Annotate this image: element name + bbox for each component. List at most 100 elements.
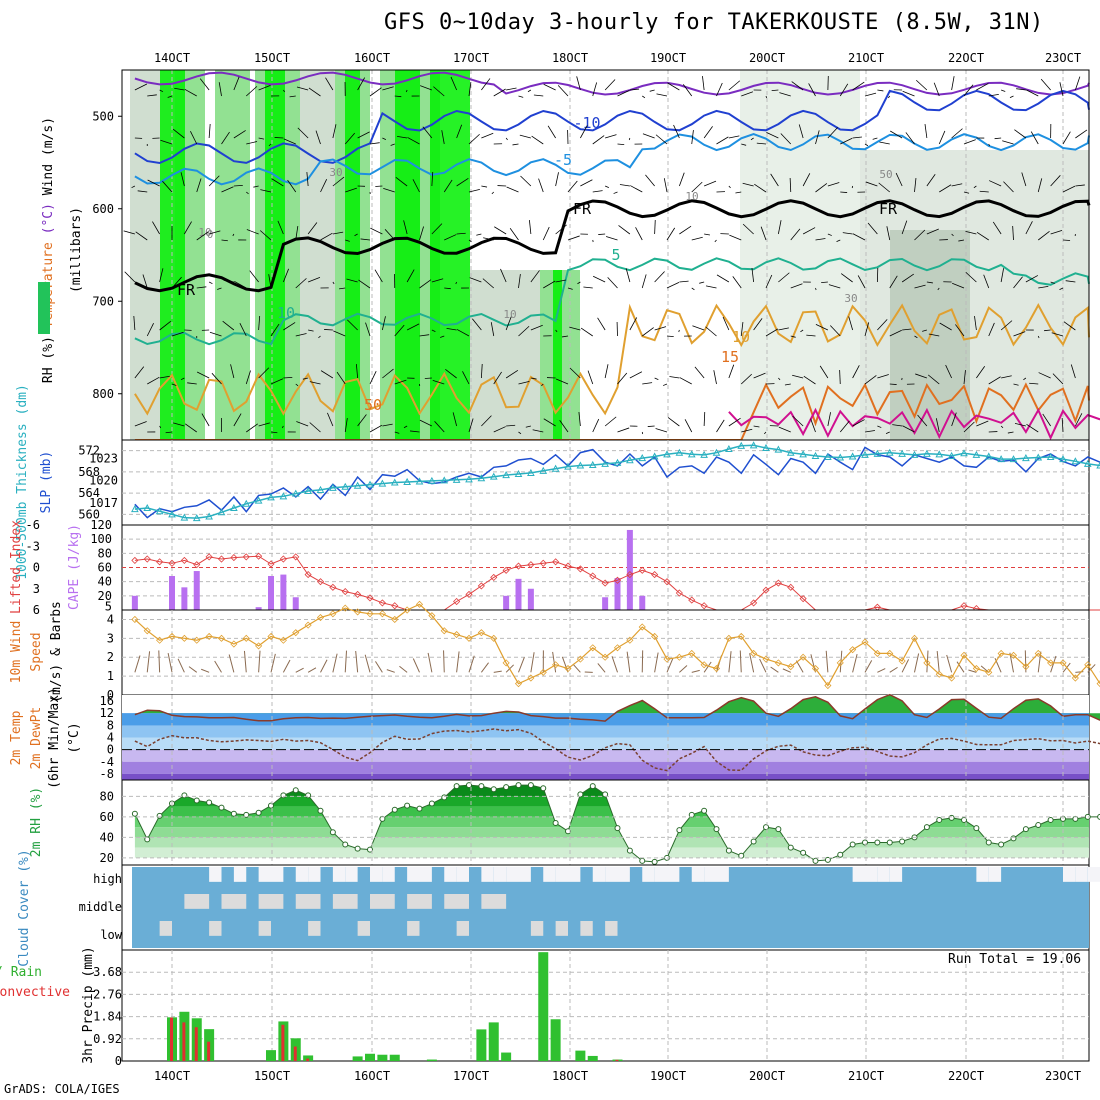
wind-barb	[1023, 377, 1027, 381]
wind-barb	[728, 80, 741, 91]
li-marker	[626, 571, 634, 579]
rh-marker	[527, 782, 534, 789]
wind-barb	[988, 93, 999, 97]
wind-barb	[1042, 413, 1051, 427]
x-tick-label-bottom: 21OCT	[848, 1069, 884, 1083]
wind-barb	[481, 78, 491, 91]
wind-barb	[354, 233, 358, 237]
thickness-marker	[885, 448, 894, 456]
thickness-marker	[935, 450, 944, 458]
cloud-high-gap	[555, 867, 568, 882]
wind-barb-10m	[611, 656, 618, 673]
cloud-high-gap	[988, 867, 1002, 882]
wind-barb-10m	[355, 650, 359, 673]
wind-barb	[245, 86, 258, 97]
wind-barb	[771, 89, 779, 92]
y-tick-label: 16	[100, 694, 114, 708]
wind-marker	[824, 681, 832, 690]
wind-barb	[988, 376, 1001, 385]
wind-marker	[453, 630, 461, 639]
cloud-high-gap	[308, 867, 321, 882]
wind-barb	[963, 139, 976, 145]
rh-band	[134, 827, 1089, 838]
wind-barb-10m	[386, 669, 395, 673]
wind-barb	[221, 131, 230, 145]
li-marker	[613, 576, 622, 584]
wind-marker	[688, 649, 696, 658]
wind-barb	[728, 417, 741, 427]
wind-barb	[629, 371, 643, 379]
wind-barb	[827, 233, 832, 236]
wind-barb	[937, 287, 940, 291]
wind-barb	[722, 316, 730, 331]
rh-marker	[837, 851, 844, 858]
wind-barb	[789, 177, 792, 193]
wind-barb	[742, 182, 754, 187]
thickness-marker	[489, 472, 498, 480]
li-marker	[354, 590, 362, 598]
y-tick-label: 80	[100, 789, 114, 803]
wind-barb	[171, 383, 177, 386]
wind-barb	[133, 316, 136, 331]
wind-barb	[419, 279, 432, 289]
y-axis-label-part: 2m DewPt	[29, 707, 44, 770]
wind-marker	[255, 642, 263, 650]
wind-barb	[320, 370, 334, 379]
wind-barb	[605, 236, 618, 241]
x-tick-label-top: 21OCT	[848, 51, 884, 65]
wind-barb	[394, 324, 405, 337]
precip-total-bar	[476, 1029, 487, 1061]
wind-barb	[976, 232, 989, 241]
wind-barb-10m	[739, 650, 742, 673]
rh-marker	[862, 839, 868, 846]
wind-barb	[289, 95, 296, 98]
wind-barb	[951, 282, 965, 289]
wind-barb	[245, 370, 251, 385]
wind-barb	[159, 425, 162, 429]
y-tick-label-left: 572	[78, 444, 100, 458]
y-tick-label-left: 564	[78, 486, 100, 500]
rh-marker	[998, 841, 1005, 848]
thickness-marker	[465, 475, 473, 483]
wind-barb	[963, 191, 970, 194]
wind-barb	[233, 413, 242, 427]
wind-marker	[341, 604, 349, 612]
li-marker	[601, 579, 609, 587]
wind-barb	[965, 230, 977, 235]
wind-barb	[468, 133, 480, 145]
rh-shade-band	[215, 70, 250, 440]
wind-barb	[1065, 280, 1076, 283]
rh-marker	[478, 783, 485, 790]
wind-barb	[383, 187, 395, 193]
wind-barb	[518, 325, 530, 337]
cloud-high-gap	[271, 867, 284, 882]
y-tick-label-right: 120	[90, 518, 112, 532]
wind-barb	[914, 178, 917, 193]
cloud-high-gap	[493, 867, 507, 882]
wind-barb	[1021, 172, 1027, 187]
wind-barb	[555, 329, 558, 333]
wind-barb	[1007, 431, 1014, 434]
wind-barb	[955, 324, 965, 337]
wind-barb	[407, 137, 420, 145]
x-tick-label-bottom: 15OCT	[254, 1069, 290, 1083]
wind-marker	[514, 680, 523, 688]
wind-barb	[976, 83, 989, 91]
wind-barb-10m	[572, 663, 581, 673]
precip-total-bar	[377, 1054, 388, 1061]
wind-barb	[885, 431, 890, 434]
thickness-marker	[613, 458, 622, 466]
wind-barb	[360, 238, 371, 241]
rh-marker	[787, 844, 794, 851]
y-tick-label: 3	[107, 631, 114, 645]
wind-marker	[292, 629, 300, 637]
wind-barb	[729, 234, 742, 241]
wind-barb	[419, 85, 433, 91]
rh-shade-band	[395, 70, 420, 440]
precip-total-bar	[365, 1053, 375, 1061]
wind-marker	[490, 634, 498, 642]
precip-total-bar	[426, 1059, 437, 1061]
wind-barb	[308, 87, 321, 97]
